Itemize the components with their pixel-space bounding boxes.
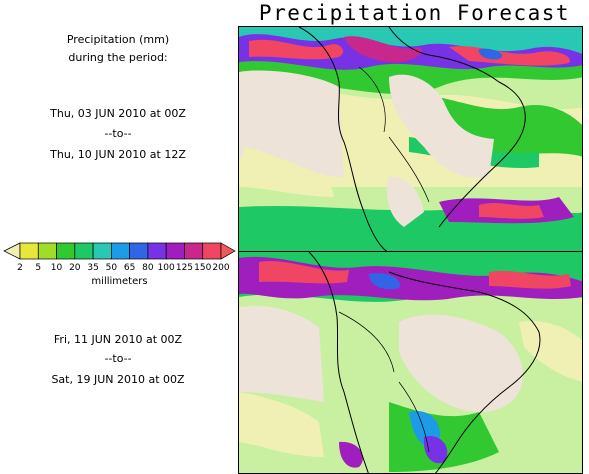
period2-start: Fri, 11 JUN 2010 at 00Z [53,333,183,346]
period1-separator: --to-- [104,127,132,140]
legend-tick-label: 5 [35,263,42,273]
forecast-map-period1 [238,26,583,252]
legend-swatch [184,242,204,260]
period2-separator: --to-- [104,352,132,365]
legend-tick-label: 20 [69,263,81,273]
legend-swatch [19,242,39,260]
legend-swatch [111,242,130,260]
period1-start: Thu, 03 JUN 2010 at 00Z [50,107,186,120]
legend-swatch [165,242,185,260]
legend-tick-label: 2 [17,263,23,273]
period2-end: Sat, 19 JUN 2010 at 00Z [51,373,185,386]
legend-swatch [147,242,167,260]
precip-label-line1: Precipitation (mm) [66,33,170,46]
page-title: Precipitation Forecast [258,1,571,25]
forecast-map-period2 [238,251,583,474]
legend-swatch [202,242,222,260]
legend-tick-label: 10 [50,263,63,273]
legend-tick-label: 100 [157,263,175,273]
legend-tick-label: 65 [123,263,136,273]
legend-tick-label: 200 [212,263,230,273]
legend-tick-label: 80 [142,263,154,273]
legend-swatch [74,242,94,260]
legend-swatch [37,242,57,260]
period1-end: Thu, 10 JUN 2010 at 12Z [50,148,186,161]
legend-tick-label: 150 [194,263,212,273]
legend-swatch [92,242,112,260]
legend-under-arrow [3,242,21,260]
legend-swatch [56,242,76,260]
legend-tick-label: 50 [105,263,118,273]
legend-tick-label: 125 [175,263,194,273]
legend-swatch [129,242,149,260]
legend-colorbar [3,242,236,260]
legend-units: millimeters [91,276,148,287]
legend-over-arrow [220,242,236,260]
color-legend: 2 5 10 20 35 50 65 80 100 125 150 200 millimeters [2,240,237,290]
precip-label-line2: during the period: [68,51,168,64]
legend-tick-label: 35 [87,263,99,273]
